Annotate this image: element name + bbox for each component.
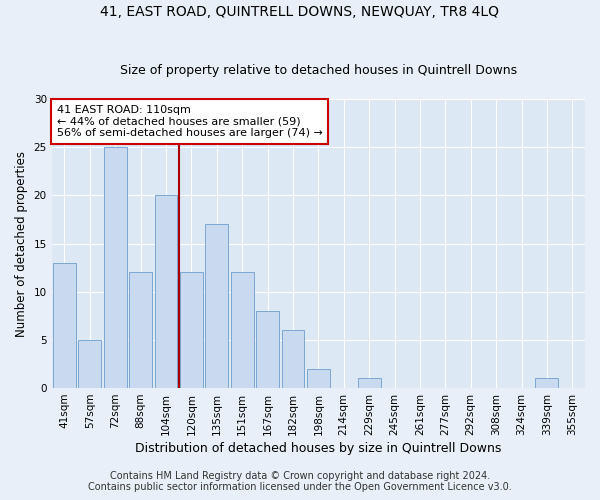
Bar — [155, 196, 178, 388]
Bar — [129, 272, 152, 388]
Text: 41, EAST ROAD, QUINTRELL DOWNS, NEWQUAY, TR8 4LQ: 41, EAST ROAD, QUINTRELL DOWNS, NEWQUAY,… — [101, 5, 499, 19]
Bar — [231, 272, 254, 388]
Bar — [281, 330, 304, 388]
Text: 41 EAST ROAD: 110sqm
← 44% of detached houses are smaller (59)
56% of semi-detac: 41 EAST ROAD: 110sqm ← 44% of detached h… — [57, 105, 323, 138]
Bar — [53, 263, 76, 388]
Bar — [180, 272, 203, 388]
Bar — [535, 378, 559, 388]
Bar — [358, 378, 380, 388]
Bar — [256, 311, 279, 388]
Y-axis label: Number of detached properties: Number of detached properties — [15, 150, 28, 336]
Bar — [104, 147, 127, 388]
X-axis label: Distribution of detached houses by size in Quintrell Downs: Distribution of detached houses by size … — [135, 442, 502, 455]
Text: Contains HM Land Registry data © Crown copyright and database right 2024.
Contai: Contains HM Land Registry data © Crown c… — [88, 471, 512, 492]
Bar — [307, 369, 330, 388]
Title: Size of property relative to detached houses in Quintrell Downs: Size of property relative to detached ho… — [120, 64, 517, 77]
Bar — [79, 340, 101, 388]
Bar — [205, 224, 228, 388]
